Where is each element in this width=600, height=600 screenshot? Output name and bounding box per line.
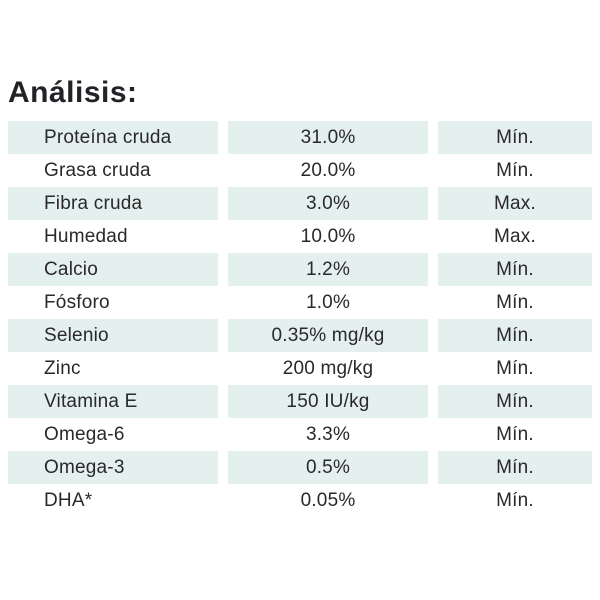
- table-row: Selenio 0.35% mg/kg Mín.: [8, 319, 600, 352]
- nutrient-label: Vitamina E: [8, 385, 218, 418]
- nutrient-value: 3.0%: [228, 187, 428, 220]
- nutrient-label: Zinc: [44, 357, 81, 379]
- nutrient-limit: Mín.: [496, 159, 534, 181]
- nutrient-label: Omega-6: [44, 423, 125, 445]
- table-row: DHA* 0.05% Mín.: [8, 484, 600, 517]
- table-row: Proteína cruda 31.0% Mín.: [8, 121, 600, 154]
- table-row: Calcio 1.2% Mín.: [8, 253, 600, 286]
- nutrient-label: Grasa cruda: [44, 159, 151, 181]
- table-row: Zinc 200 mg/kg Mín.: [8, 352, 600, 385]
- nutrient-value: 0.35% mg/kg: [228, 319, 428, 352]
- analysis-table: Proteína cruda 31.0% Mín. Grasa cruda 20…: [0, 121, 600, 517]
- nutrient-label: Fósforo: [44, 291, 110, 313]
- nutrient-limit: Mín.: [496, 357, 534, 379]
- nutrient-value: 3.3%: [305, 423, 351, 445]
- nutrient-label: Calcio: [8, 253, 218, 286]
- nutrient-value: 1.2%: [228, 253, 428, 286]
- nutrient-limit: Mín.: [438, 121, 592, 154]
- nutrient-value: 150 IU/kg: [228, 385, 428, 418]
- nutrient-label: DHA*: [44, 489, 93, 511]
- nutrient-value: 0.05%: [300, 489, 356, 511]
- nutrient-value: 0.5%: [228, 451, 428, 484]
- nutrient-limit: Mín.: [438, 319, 592, 352]
- nutrient-limit: Max.: [494, 225, 536, 247]
- table-row: Omega-3 0.5% Mín.: [8, 451, 600, 484]
- nutrient-limit: Mín.: [496, 423, 534, 445]
- table-row: Fibra cruda 3.0% Max.: [8, 187, 600, 220]
- table-row: Fósforo 1.0% Mín.: [8, 286, 600, 319]
- nutrient-limit: Mín.: [438, 253, 592, 286]
- table-row: Omega-6 3.3% Mín.: [8, 418, 600, 451]
- nutrient-value: 10.0%: [300, 225, 356, 247]
- nutrient-value: 200 mg/kg: [282, 357, 374, 379]
- nutrient-label: Selenio: [8, 319, 218, 352]
- nutrient-limit: Mín.: [496, 489, 534, 511]
- nutrient-label: Fibra cruda: [8, 187, 218, 220]
- nutrient-label: Humedad: [44, 225, 128, 247]
- table-row: Humedad 10.0% Max.: [8, 220, 600, 253]
- table-row: Vitamina E 150 IU/kg Mín.: [8, 385, 600, 418]
- nutrient-label: Omega-3: [8, 451, 218, 484]
- nutrient-limit: Mín.: [496, 291, 534, 313]
- nutrient-value: 1.0%: [305, 291, 351, 313]
- nutrient-limit: Mín.: [438, 451, 592, 484]
- nutrient-value: 20.0%: [300, 159, 356, 181]
- page-title: Análisis:: [8, 76, 138, 109]
- nutrient-label: Proteína cruda: [8, 121, 218, 154]
- nutrient-value: 31.0%: [228, 121, 428, 154]
- nutrient-limit: Mín.: [438, 385, 592, 418]
- nutrient-limit: Max.: [438, 187, 592, 220]
- table-row: Grasa cruda 20.0% Mín.: [8, 154, 600, 187]
